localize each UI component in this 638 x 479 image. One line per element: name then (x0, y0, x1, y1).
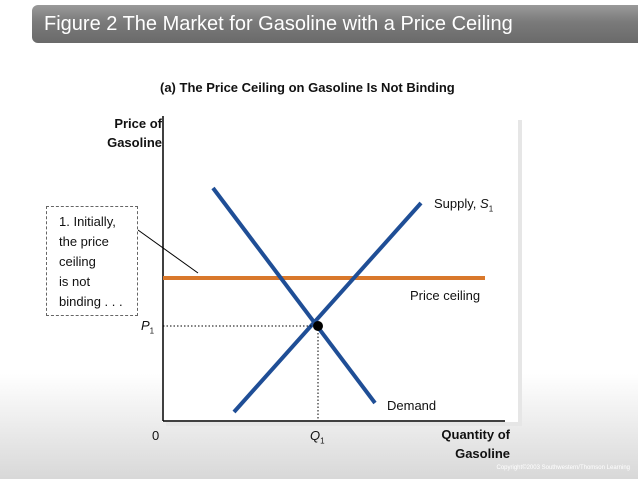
x-axis-label: Quantity of Gasoline (414, 425, 510, 463)
price-ceiling-label: Price ceiling (410, 288, 481, 303)
slide-title: Figure 2 The Market for Gasoline with a … (32, 5, 638, 43)
p1-subscript: 1 (149, 326, 155, 336)
q1-label: Q1 (310, 428, 325, 446)
origin-label: 0 (152, 428, 160, 443)
figure-subtitle: (a) The Price Ceiling on Gasoline Is Not… (160, 80, 455, 95)
x-axis-label-line-2: Gasoline (455, 446, 510, 461)
q1-symbol: Q (310, 428, 321, 443)
p1-symbol: P (141, 318, 150, 333)
supply-curve (232, 201, 423, 414)
callout-line-2: the price (59, 234, 109, 249)
callout-line-4: is not (59, 274, 91, 289)
y-axis-label: Price of Gasoline (107, 114, 162, 152)
callout-line-5: binding . . . (59, 294, 123, 309)
callout-leader (137, 229, 199, 274)
supply-label-text: Supply, (434, 196, 481, 211)
supply-label: Supply, S1 (434, 196, 493, 214)
supply-subscript: 1 (488, 204, 494, 214)
copyright-notice: Copyright©2003 Southwestern/Thomson Lear… (496, 465, 631, 471)
callout-line-1: 1. Initially, (59, 214, 116, 229)
x-axis-label-line-1: Quantity of (441, 427, 510, 442)
demand-label: Demand (387, 398, 437, 413)
demand-curve (211, 186, 377, 405)
y-axis-label-line-1: Price of (114, 116, 162, 131)
callout-line-3: ceiling (59, 254, 96, 269)
plot-panel (162, 116, 518, 422)
q1-subscript: 1 (320, 436, 325, 446)
y-axis-label-line-2: Gasoline (107, 135, 162, 150)
p1-label: P1 (141, 318, 154, 336)
equilibrium-point (313, 321, 323, 331)
callout-box: 1. Initially, the price ceiling is not b… (46, 206, 138, 316)
supply-symbol: S (480, 196, 489, 211)
